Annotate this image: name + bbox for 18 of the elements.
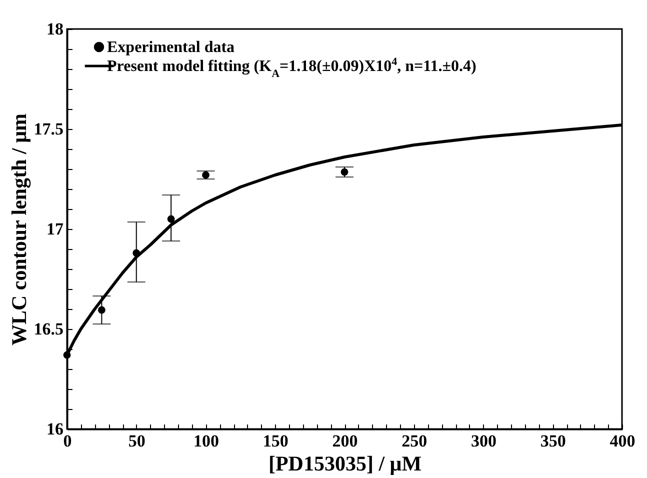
x-tick-label: 100 bbox=[194, 432, 219, 450]
y-tick-label: 16.5 bbox=[34, 320, 64, 338]
x-tick-label: 150 bbox=[262, 432, 288, 450]
y-tick-label: 18 bbox=[46, 20, 64, 38]
x-tick-label: 50 bbox=[128, 432, 146, 450]
x-axis-title: [PD153035] / μM bbox=[268, 452, 422, 476]
x-tick-label: 250 bbox=[402, 432, 428, 450]
y-tick-label: 16 bbox=[46, 420, 64, 438]
x-tick-label: 0 bbox=[63, 432, 72, 450]
legend-label: Experimental data bbox=[107, 39, 235, 56]
x-tick-label: 200 bbox=[332, 432, 358, 450]
x-tick-label: 400 bbox=[610, 432, 636, 450]
legend-label: Present model fitting (K$_{A}$=1.18(±0.09)X10$^{4}$, n=11.±0.4) bbox=[107, 56, 476, 80]
y-tick-label: 17.5 bbox=[34, 120, 64, 138]
x-tick-label: 350 bbox=[540, 432, 566, 450]
y-axis-title: WLC contour length / μm bbox=[6, 112, 31, 346]
y-tick-label: 17 bbox=[46, 220, 64, 238]
x-tick-label: 300 bbox=[471, 432, 496, 450]
